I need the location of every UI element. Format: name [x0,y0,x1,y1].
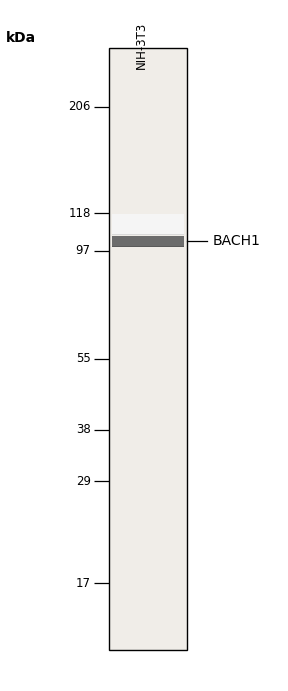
Bar [112,243,184,247]
Bar [112,222,184,234]
Bar [112,243,184,247]
Bar [112,237,184,247]
Bar [112,240,184,247]
Bar [112,225,184,235]
Bar [112,239,184,247]
Bar [112,231,184,235]
Bar [112,238,184,247]
Bar [112,245,184,247]
Bar [112,244,184,247]
Bar [112,244,184,247]
Bar [112,223,184,235]
Bar [112,218,184,234]
Bar [112,217,184,234]
Bar [112,229,184,235]
Bar [112,242,184,247]
Bar [112,240,184,247]
Bar [112,244,184,247]
Text: NIH-3T3: NIH-3T3 [135,21,148,68]
Bar [112,245,184,247]
Bar [112,228,184,235]
Bar [112,242,184,247]
Bar [112,227,184,235]
Bar [112,230,184,235]
Bar [112,228,184,235]
Bar [112,240,184,247]
Text: 29: 29 [76,475,91,488]
Bar [112,243,184,247]
Bar [112,245,184,247]
Bar [112,219,184,234]
Bar [109,48,187,650]
Bar [112,236,184,247]
Bar [112,220,184,234]
Text: 118: 118 [68,207,91,220]
Text: 97: 97 [76,244,91,257]
Bar [112,216,184,234]
Bar [112,245,184,247]
Bar [112,241,184,247]
Bar [112,216,184,234]
Text: 206: 206 [68,100,91,113]
Bar [112,241,184,247]
Bar [112,229,184,235]
Bar [112,236,184,247]
Bar [112,241,184,247]
Bar [112,243,184,247]
Bar [112,240,184,247]
Text: 17: 17 [76,576,91,589]
Text: 55: 55 [76,352,91,366]
Bar [112,237,184,247]
Bar [112,221,184,234]
Bar [112,215,184,234]
Bar [112,242,184,247]
Bar [112,218,184,234]
Bar [112,238,184,247]
Bar [112,240,184,247]
Bar [112,238,184,247]
Bar [112,232,184,235]
Bar [112,226,184,235]
Bar [112,231,184,235]
Bar [112,238,184,247]
Bar [112,245,184,247]
Bar [112,227,184,235]
Bar [112,243,184,247]
Bar [112,231,184,235]
Bar [112,225,184,235]
Bar [112,216,184,234]
Bar [112,224,184,235]
Text: BACH1: BACH1 [213,234,261,248]
Bar [112,238,184,247]
Bar [112,236,184,247]
Bar [112,219,184,234]
Bar [112,237,184,247]
Bar [112,239,184,247]
Bar [112,243,184,247]
Text: 38: 38 [76,423,91,436]
Text: kDa: kDa [6,31,36,45]
Bar [112,246,184,247]
Bar [112,233,184,235]
Bar [112,234,184,235]
Bar [112,214,184,234]
Bar [112,220,184,234]
Bar [112,236,184,247]
Bar [112,223,184,234]
Bar [112,245,184,247]
Bar [112,238,184,247]
Bar [112,225,184,235]
Bar [112,240,184,247]
Bar [112,222,184,234]
Bar [112,239,184,247]
Bar [112,234,184,235]
Bar [112,236,184,247]
Bar [112,214,184,234]
